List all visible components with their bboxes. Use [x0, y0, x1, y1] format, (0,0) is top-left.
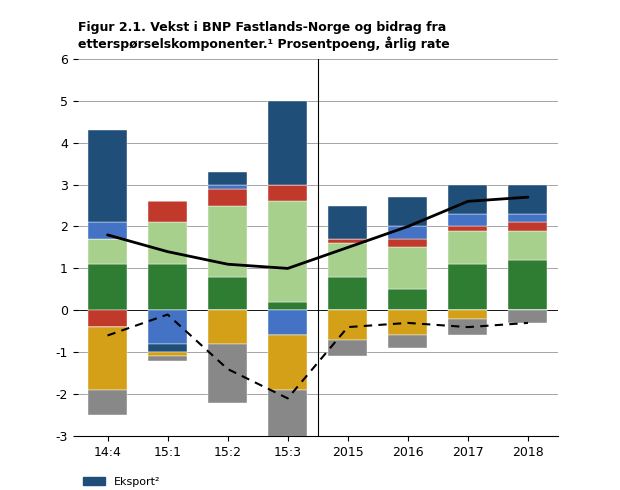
- Bar: [88, 264, 127, 310]
- Bar: [388, 336, 427, 348]
- Bar: [328, 277, 367, 310]
- Bar: [208, 310, 247, 344]
- Bar: [148, 344, 187, 352]
- Bar: [268, 101, 308, 185]
- Bar: [88, 390, 127, 415]
- Bar: [508, 310, 547, 323]
- Bar: [328, 243, 367, 277]
- Bar: [88, 130, 127, 222]
- Bar: [508, 260, 547, 310]
- Bar: [148, 264, 187, 310]
- Bar: [448, 310, 487, 318]
- Bar: [88, 327, 127, 390]
- Text: Figur 2.1. Vekst i BNP Fastlands-Norge og bidrag fra
etterspørselskomponenter.¹ : Figur 2.1. Vekst i BNP Fastlands-Norge o…: [78, 21, 450, 50]
- Bar: [208, 205, 247, 277]
- Bar: [388, 239, 427, 247]
- Bar: [88, 310, 127, 327]
- Bar: [208, 172, 247, 185]
- Bar: [268, 310, 308, 336]
- Bar: [508, 231, 547, 260]
- Bar: [268, 201, 308, 302]
- Bar: [208, 185, 247, 189]
- Bar: [88, 239, 127, 264]
- Bar: [448, 214, 487, 226]
- Bar: [388, 197, 427, 226]
- Bar: [508, 214, 547, 222]
- Bar: [388, 310, 427, 336]
- Bar: [328, 310, 367, 340]
- Bar: [448, 231, 487, 264]
- Bar: [328, 340, 367, 356]
- Bar: [88, 222, 127, 239]
- Bar: [148, 222, 187, 264]
- Bar: [268, 390, 308, 478]
- Bar: [208, 344, 247, 403]
- Bar: [148, 356, 187, 361]
- Bar: [268, 336, 308, 390]
- Bar: [448, 185, 487, 214]
- Bar: [448, 318, 487, 336]
- Bar: [388, 226, 427, 239]
- Bar: [268, 302, 308, 310]
- Bar: [148, 352, 187, 356]
- Bar: [328, 239, 367, 243]
- Bar: [508, 222, 547, 231]
- Bar: [268, 185, 308, 201]
- Bar: [208, 277, 247, 310]
- Bar: [448, 264, 487, 310]
- Bar: [508, 185, 547, 214]
- Bar: [208, 189, 247, 205]
- Legend: Eksport², Øvrige fastlandsinvesteringer, Boliginvesteringer, Oljeinvesteringer, : Eksport², Øvrige fastlandsinvesteringer,…: [83, 477, 392, 490]
- Bar: [148, 310, 187, 344]
- Bar: [148, 201, 187, 222]
- Bar: [448, 226, 487, 231]
- Bar: [388, 247, 427, 290]
- Bar: [328, 205, 367, 239]
- Bar: [388, 290, 427, 310]
